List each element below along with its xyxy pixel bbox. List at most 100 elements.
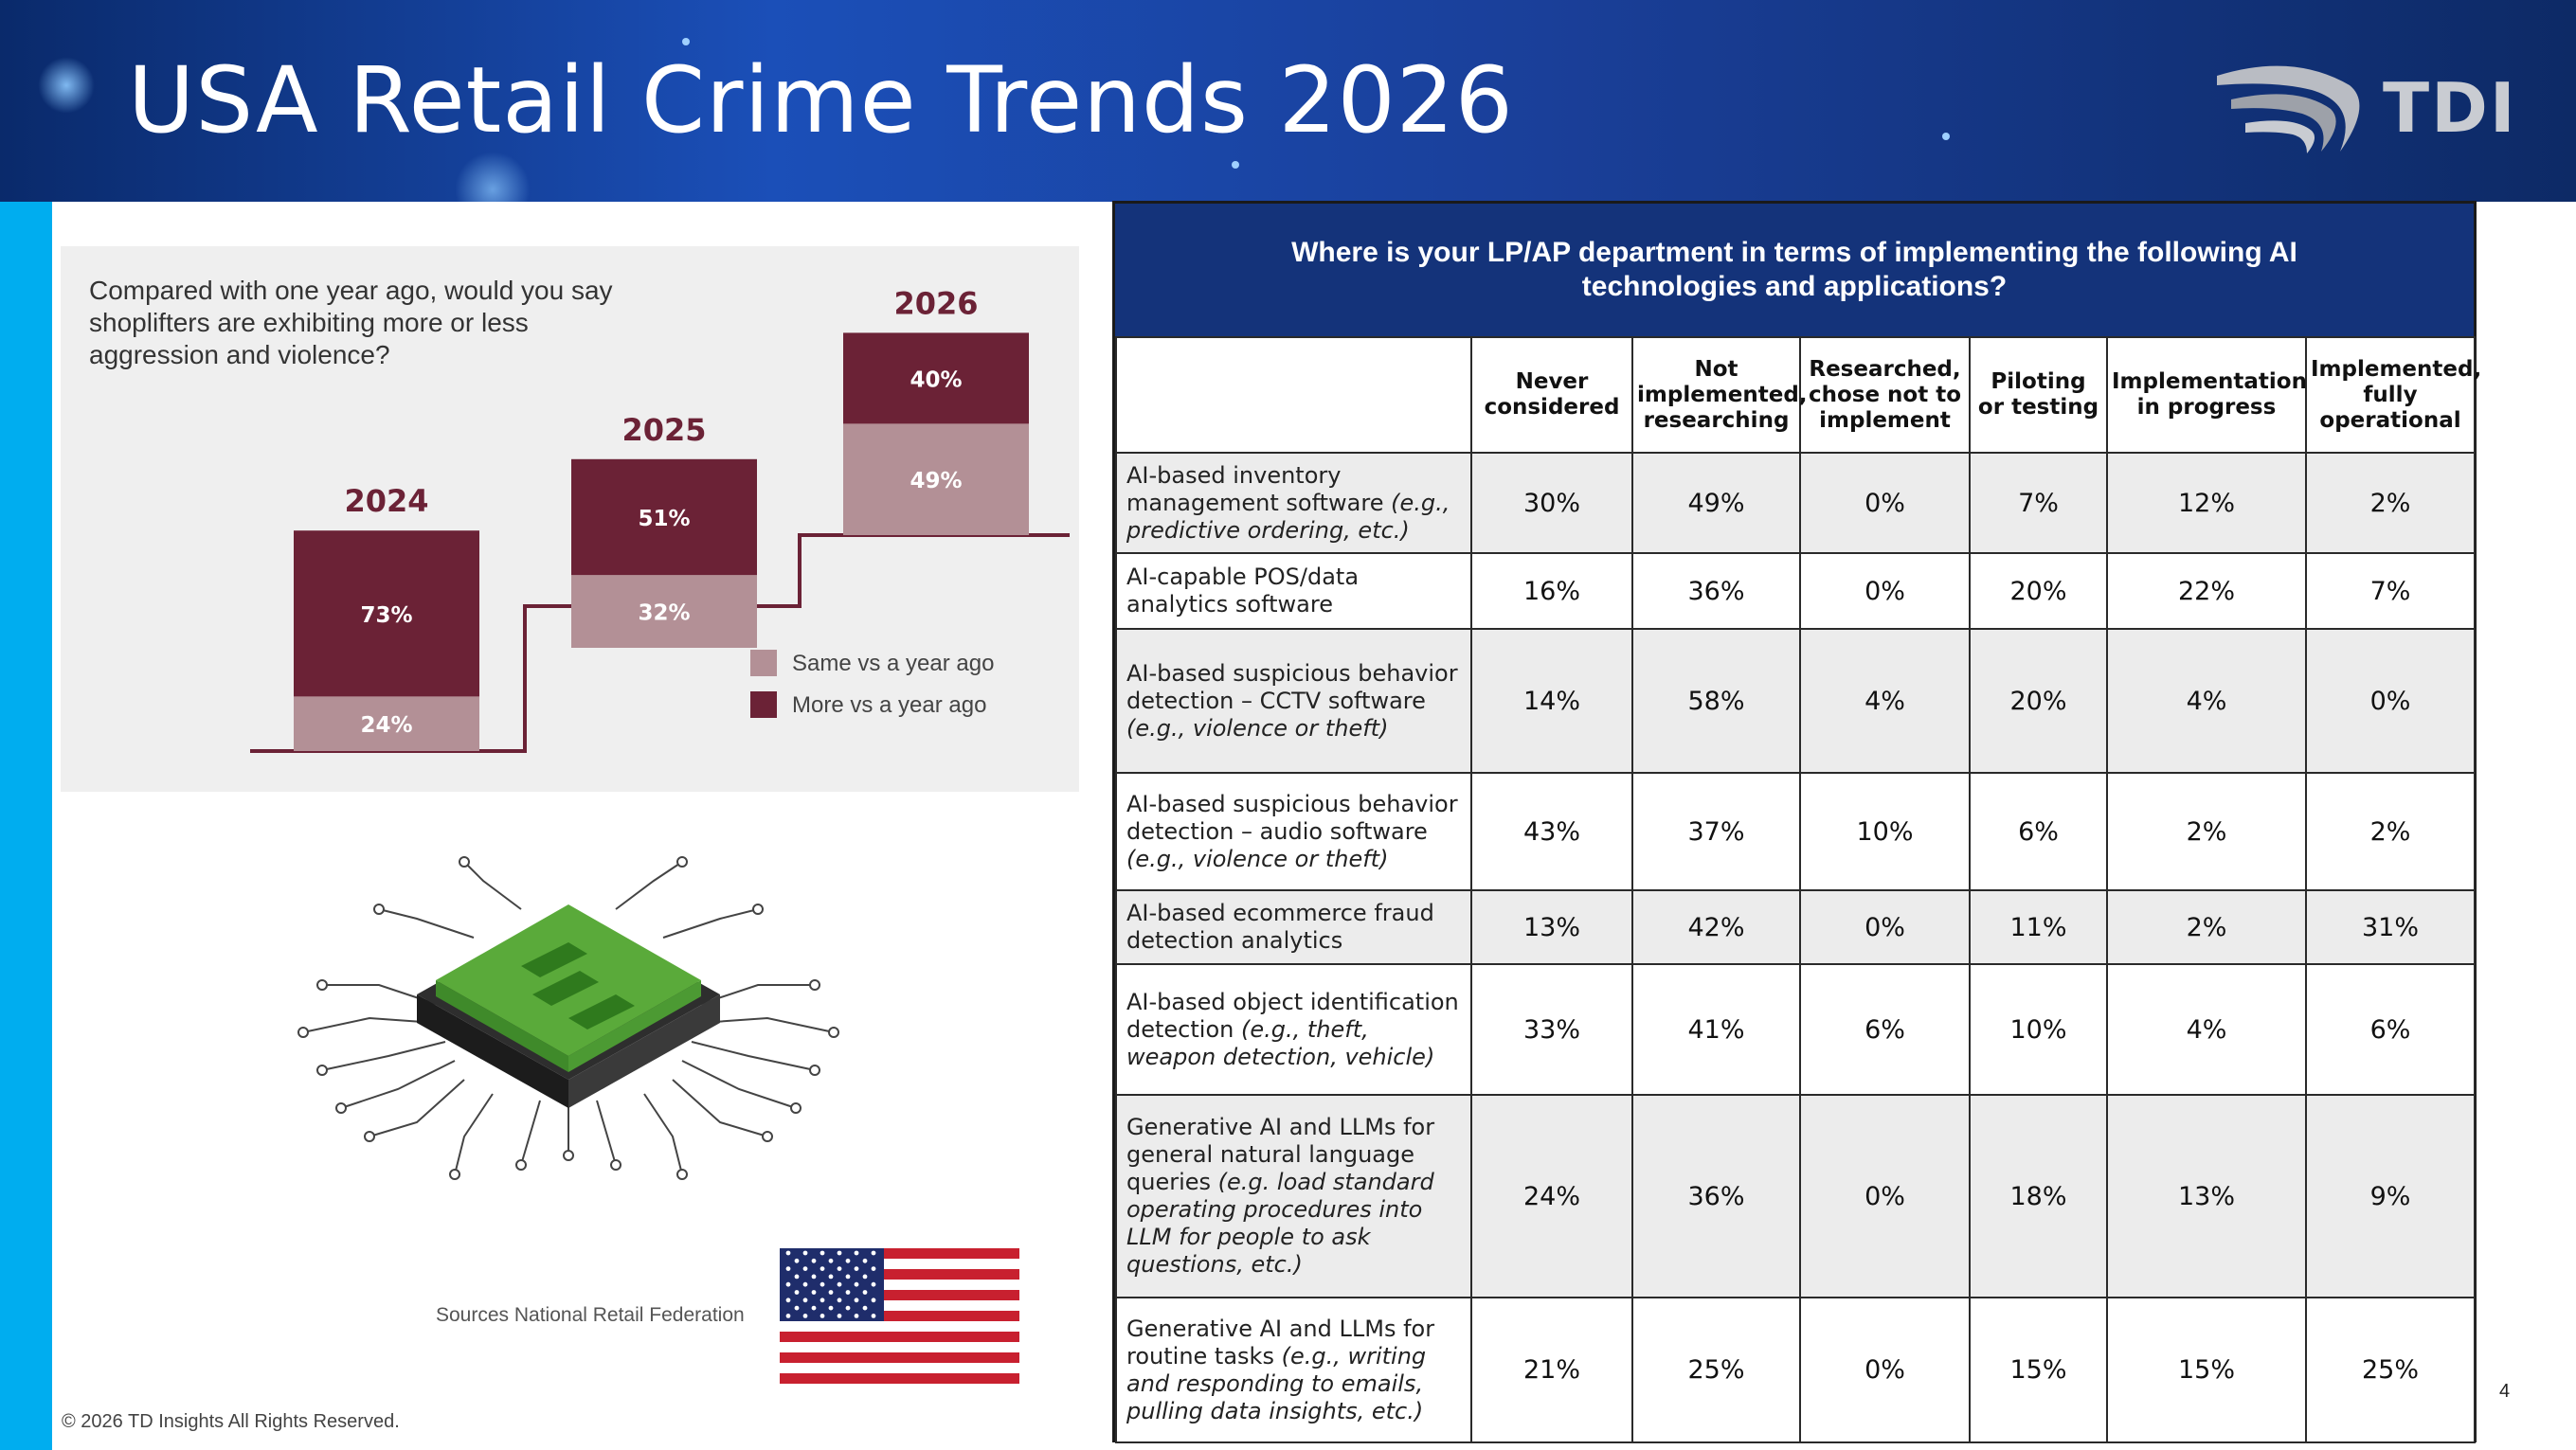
row-label-note: (e.g., violence or theft): [1126, 714, 1389, 742]
row-label: AI-based object identification detection…: [1115, 963, 1472, 1096]
table-cell-value: 21%: [1470, 1297, 1633, 1443]
table-cell-value: 13%: [2106, 1094, 2307, 1298]
table-cell-value: 2%: [2106, 772, 2307, 891]
row-label: AI-based inventory management software (…: [1115, 452, 1472, 554]
table-cell-value: 15%: [2106, 1297, 2307, 1443]
bar-more-2024: [294, 530, 479, 697]
bar-more-2025: [571, 458, 757, 576]
table-column-header: Implementation in progress: [2106, 336, 2307, 454]
ai-implementation-table-panel: Where is your LP/AP department in terms …: [1112, 201, 2481, 1443]
table-cell-value: 22%: [2106, 552, 2307, 630]
decor-glow: [455, 152, 531, 202]
table-cell-value: 0%: [1799, 1094, 1971, 1298]
table-cell-value: 12%: [2106, 452, 2307, 554]
decor-dot: [1942, 133, 1950, 140]
bar-label-same: 32%: [638, 601, 690, 626]
legend-label: More vs a year ago: [792, 692, 986, 718]
category-label-2024: 2024: [344, 483, 428, 519]
table-row: AI-based object identification detection…: [1115, 963, 2476, 1096]
table-cell-value: 18%: [1969, 1094, 2108, 1298]
table-cell-value: 4%: [2106, 628, 2307, 774]
category-label-2025: 2025: [621, 412, 706, 448]
table-row: Generative AI and LLMs for routine tasks…: [1115, 1297, 2476, 1443]
table-cell-value: 58%: [1631, 628, 1801, 774]
table-cell-value: 49%: [1631, 452, 1801, 554]
table-column-header: Not implemented, researching: [1631, 336, 1808, 454]
row-label-text: AI-based inventory management software: [1126, 461, 1384, 516]
bar-label-same: 24%: [360, 713, 412, 738]
table-cell-value: 31%: [2305, 889, 2476, 965]
table-row: AI-based suspicious behavior detection –…: [1115, 628, 2476, 774]
table-cell-value: 4%: [1799, 628, 1971, 774]
table-cell-value: 7%: [2305, 552, 2476, 630]
bar-label-more: 40%: [910, 367, 962, 392]
table-column-header: Researched, chose not to implement: [1799, 336, 1971, 454]
table-cell-value: 25%: [2305, 1297, 2476, 1443]
bar-more-2026: [843, 332, 1029, 424]
legend-swatch: [750, 650, 777, 676]
left-accent-bar: [0, 202, 52, 1450]
table-column-header: Never considered: [1470, 336, 1633, 454]
table-cell-value: 6%: [2305, 963, 2476, 1096]
table-cell-value: 0%: [1799, 552, 1971, 630]
table-row: AI-based ecommerce fraud detection analy…: [1115, 889, 2476, 965]
table-cell-value: 10%: [1969, 963, 2108, 1096]
table-cell-value: 7%: [1969, 452, 2108, 554]
category-label-2026: 2026: [893, 285, 978, 321]
bar-label-more: 51%: [638, 507, 690, 531]
table-cell-value: 16%: [1470, 552, 1633, 630]
bar-same-2026: [843, 423, 1029, 535]
table-cell-value: 41%: [1631, 963, 1801, 1096]
table-cell-value: 42%: [1631, 889, 1801, 965]
row-label: AI-capable POS/data analytics software: [1115, 552, 1472, 630]
table-row: AI-based suspicious behavior detection –…: [1115, 772, 2476, 891]
legend-swatch: [750, 691, 777, 718]
table-cell-value: 0%: [1799, 1297, 1971, 1443]
row-label: AI-based suspicious behavior detection –…: [1115, 628, 1472, 774]
page-title: USA Retail Crime Trends 2026: [128, 47, 1514, 153]
row-label-text: AI-based suspicious behavior detection –…: [1126, 659, 1458, 714]
row-label: AI-based suspicious behavior detection –…: [1115, 772, 1472, 891]
table-cell-value: 30%: [1470, 452, 1633, 554]
table-row: AI-based inventory management software (…: [1115, 452, 2476, 554]
row-label-note: (e.g., violence or theft): [1126, 845, 1389, 872]
table-cell-value: 0%: [2305, 628, 2476, 774]
table-cell-value: 2%: [2106, 889, 2307, 965]
row-label-note: (e.g. load standard operating procedures…: [1126, 1169, 1434, 1278]
ai-implementation-table: Never considered Not implemented, researc…: [1115, 336, 2481, 1443]
row-label-text: Generative AI and LLMs for routine tasks: [1126, 1315, 1435, 1369]
copyright-text: © 2026 TD Insights All Rights Reserved.: [62, 1411, 400, 1432]
table-cell-value: 0%: [1799, 452, 1971, 554]
survey-panel: Compared with one year ago, would you sa…: [61, 246, 1079, 792]
table-cell-value: 33%: [1470, 963, 1633, 1096]
table-title: Where is your LP/AP department in terms …: [1115, 204, 2474, 336]
row-label-note: (e.g., writing and responding to emails,…: [1126, 1342, 1427, 1424]
bar-same-2025: [571, 575, 757, 648]
bar-same-2024: [294, 696, 479, 751]
row-label-text: AI-based ecommerce fraud detection analy…: [1126, 900, 1434, 954]
table-cell-value: 24%: [1470, 1094, 1633, 1298]
table-cell-value: 4%: [2106, 963, 2307, 1096]
table-cell-value: 13%: [1470, 889, 1633, 965]
row-label: Generative AI and LLMs for general natur…: [1115, 1094, 1472, 1298]
sources-note: Sources National Retail Federation: [436, 1304, 745, 1326]
table-header-corner: [1115, 336, 1472, 454]
table-cell-value: 11%: [1969, 889, 2108, 965]
tdi-swoosh-icon: [2217, 65, 2360, 153]
row-label: AI-based ecommerce fraud detection analy…: [1115, 889, 1472, 965]
table-cell-value: 20%: [1969, 628, 2108, 774]
table-cell-value: 6%: [1799, 963, 1971, 1096]
row-label: Generative AI and LLMs for routine tasks…: [1115, 1297, 1472, 1443]
page-number: 4: [2499, 1381, 2511, 1402]
table-cell-value: 2%: [2305, 772, 2476, 891]
row-label-text: Generative AI and LLMs for general natur…: [1126, 1114, 1435, 1195]
survey-question: Compared with one year ago, would you sa…: [89, 276, 613, 369]
bar-label-same: 49%: [910, 469, 962, 493]
bar-label-more: 73%: [360, 603, 412, 628]
ai-chip-illustration: [297, 856, 839, 1180]
decor-dot: [682, 38, 690, 45]
row-label-note: (e.g., theft, weapon detection, vehicle): [1126, 1015, 1435, 1070]
table-row: Generative AI and LLMs for general natur…: [1115, 1094, 2476, 1298]
table-column-header: Implemented, fully operational: [2305, 336, 2481, 454]
table-cell-value: 2%: [2305, 452, 2476, 554]
